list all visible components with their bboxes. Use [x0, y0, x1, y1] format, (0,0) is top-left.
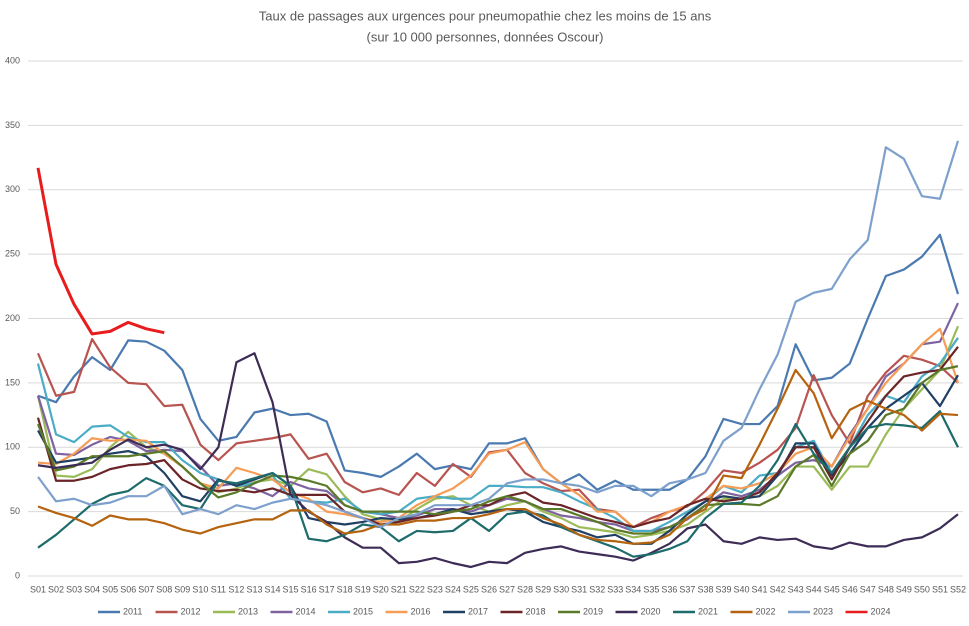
chart-subtitle: (sur 10 000 personnes, données Oscour)	[366, 29, 603, 44]
x-tick-label: S09	[174, 584, 190, 594]
legend-label: 2020	[641, 606, 661, 616]
x-tick-label: S03	[66, 584, 82, 594]
series-line	[36, 346, 959, 529]
y-tick-label: 200	[5, 313, 20, 323]
y-tick-label: 250	[5, 249, 20, 259]
x-tick-label: S49	[896, 584, 912, 594]
series-line	[36, 365, 959, 535]
x-tick-label: S30	[553, 584, 569, 594]
legend-label: 2016	[411, 606, 431, 616]
x-tick-label: S32	[589, 584, 605, 594]
legend-label: 2011	[123, 606, 142, 616]
x-tick-label: S38	[697, 584, 713, 594]
y-tick-label: 100	[5, 442, 20, 452]
series-line	[37, 374, 959, 545]
x-tick-label: S50	[914, 584, 930, 594]
x-tick-label: S28	[517, 584, 533, 594]
x-tick-label: S07	[138, 584, 154, 594]
x-tick-label: S11	[211, 584, 226, 594]
x-tick-label: S05	[102, 584, 118, 594]
legend-label: 2023	[813, 606, 833, 616]
x-tick-label: S01	[30, 584, 46, 594]
legend-label: 2017	[468, 606, 488, 616]
series-line	[37, 233, 960, 491]
x-tick-label: S26	[481, 584, 497, 594]
x-tick-label: S16	[301, 584, 317, 594]
y-tick-label: 400	[5, 55, 20, 65]
series-line	[37, 410, 959, 558]
x-tick-label: S44	[806, 584, 822, 594]
x-tick-label: S35	[643, 584, 659, 594]
y-tick-label: 50	[10, 506, 20, 516]
series-line	[36, 302, 959, 533]
legend-label: 2015	[353, 606, 373, 616]
x-tick-label: S47	[860, 584, 876, 594]
y-tick-label: 0	[15, 570, 20, 580]
x-tick-label: S04	[84, 584, 100, 594]
legend-label: 2012	[181, 606, 201, 616]
x-tick-label: S21	[391, 584, 407, 594]
y-tick-label: 350	[5, 120, 20, 130]
x-tick-label: S36	[661, 584, 677, 594]
legend-label: 2021	[698, 606, 718, 616]
x-tick-label: S18	[337, 584, 353, 594]
x-tick-label: S43	[788, 584, 804, 594]
chart-title: Taux de passages aux urgences pour pneum…	[259, 8, 712, 23]
x-tick-label: S15	[283, 584, 299, 594]
x-tick-label: S12	[228, 584, 244, 594]
legend-label: 2014	[296, 606, 316, 616]
x-tick-label: S19	[355, 584, 371, 594]
x-tick-label: S24	[445, 584, 461, 594]
legend-label: 2024	[871, 606, 891, 616]
y-tick-label: 300	[5, 184, 20, 194]
x-tick-label: S42	[770, 584, 786, 594]
legend-label: 2018	[526, 606, 546, 616]
series-line	[37, 368, 959, 545]
legend-label: 2019	[583, 606, 603, 616]
x-tick-label: S46	[842, 584, 858, 594]
x-tick-label: S20	[373, 584, 389, 594]
x-tick-label: S37	[679, 584, 695, 594]
legend-label: 2022	[756, 606, 776, 616]
y-tick-label: 150	[5, 377, 20, 387]
x-tick-label: S29	[535, 584, 551, 594]
series-line	[36, 167, 165, 336]
series-line	[37, 352, 959, 569]
x-tick-label: S25	[463, 584, 479, 594]
x-tick-label: S02	[48, 584, 64, 594]
x-tick-label: S39	[715, 584, 731, 594]
x-tick-label: S23	[427, 584, 443, 594]
x-tick-label: S41	[752, 584, 768, 594]
x-tick-label: S27	[499, 584, 515, 594]
x-tick-label: S34	[625, 584, 641, 594]
x-tick-label: S51	[932, 584, 948, 594]
x-tick-label: S17	[319, 584, 335, 594]
x-tick-label: S06	[120, 584, 136, 594]
x-tick-label: S45	[824, 584, 840, 594]
x-tick-label: S52	[950, 584, 966, 594]
x-tick-label: S10	[192, 584, 208, 594]
x-tick-label: S13	[246, 584, 262, 594]
x-tick-label: S40	[734, 584, 750, 594]
x-tick-label: S48	[878, 584, 894, 594]
x-tick-label: S22	[409, 584, 425, 594]
x-tick-label: S14	[265, 584, 281, 594]
x-tick-label: S31	[571, 584, 587, 594]
legend-label: 2013	[238, 606, 258, 616]
series-line	[37, 140, 960, 529]
x-tick-label: S08	[156, 584, 172, 594]
x-tick-label: S33	[607, 584, 623, 594]
